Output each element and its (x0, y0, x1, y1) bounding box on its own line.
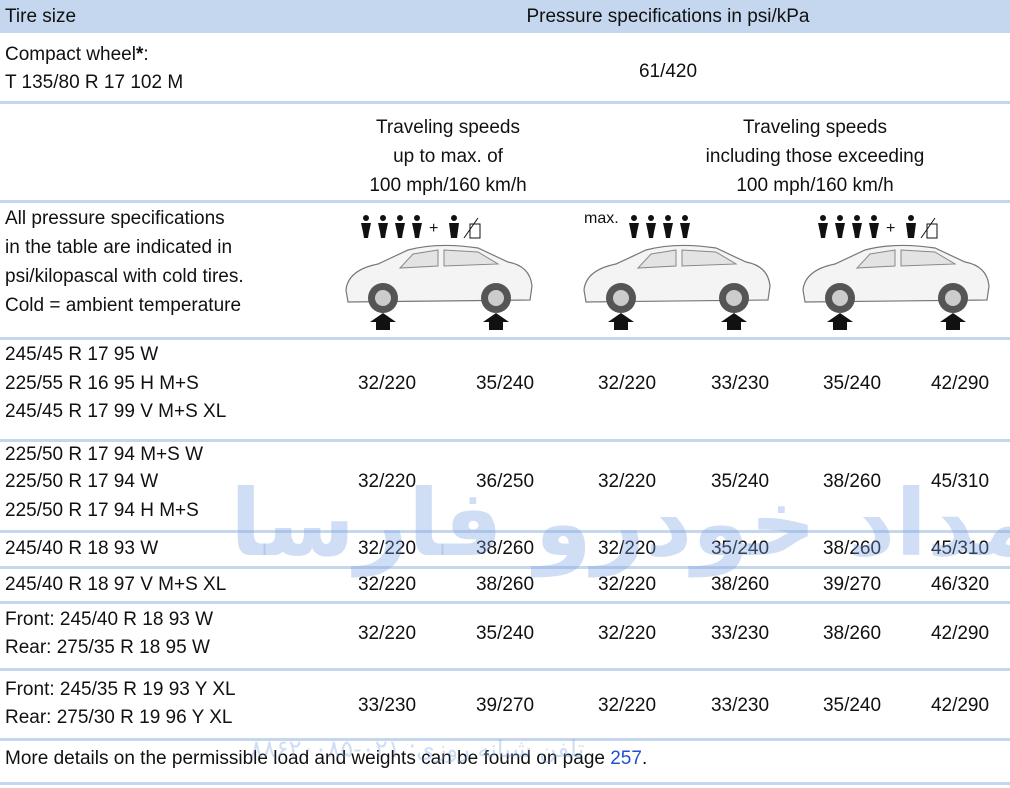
pressure-value: 33/230 (710, 695, 770, 716)
header-bar (0, 0, 1010, 33)
pressure-value: 39/270 (475, 695, 535, 716)
pressure-value: 33/230 (710, 623, 770, 644)
pressure-value: 32/220 (597, 471, 657, 492)
speed-header: Traveling speeds (743, 117, 887, 138)
pressure-value: 32/220 (597, 695, 657, 716)
note-line: in the table are indicated in (5, 237, 233, 258)
note-line: Cold = ambient temperature (5, 295, 242, 316)
pressure-value: 35/240 (710, 538, 770, 559)
tire-size: Front: 245/35 R 19 93 Y XL (5, 679, 236, 700)
pressure-value: 45/310 (930, 471, 990, 492)
pressure-value: 38/260 (475, 574, 535, 595)
compact-wheel-pressure: 61/420 (638, 61, 698, 82)
tire-size: Rear: 275/30 R 19 96 Y XL (5, 707, 233, 728)
row-rule (0, 200, 1010, 203)
pressure-value: 32/220 (357, 538, 417, 559)
footer-text: More details on the permissible load and… (5, 748, 611, 769)
note-line: psi/kilopascal with cold tires. (5, 266, 244, 287)
pressure-value: 35/240 (475, 373, 535, 394)
plus-sign: + (886, 220, 896, 237)
pressure-value: 32/220 (357, 574, 417, 595)
pressure-value: 32/220 (597, 373, 657, 394)
page-link[interactable]: 257 (610, 748, 642, 769)
tire-size: 245/45 R 17 99 V M+S XL (5, 401, 227, 422)
plus-sign: + (429, 220, 439, 237)
footer-note: More details on the permissible load and… (5, 748, 647, 770)
header-tire-size: Tire size (5, 6, 77, 27)
asterisk: * (135, 44, 144, 65)
pressure-value: 35/240 (475, 623, 535, 644)
row-rule (0, 101, 1010, 104)
note-line: All pressure specifications (5, 208, 225, 229)
tire-size: 225/50 R 17 94 M+S W (5, 444, 204, 465)
pressure-value: 33/230 (357, 695, 417, 716)
pressure-value: 36/250 (475, 471, 535, 492)
pressure-value: 38/260 (822, 623, 882, 644)
row-rule (0, 601, 1010, 604)
car-load-icon (802, 215, 990, 330)
pressure-value: 32/220 (597, 574, 657, 595)
car-load-icon (583, 215, 771, 330)
tire-size: Front: 245/40 R 18 93 W (5, 609, 214, 630)
speed-header: including those exceeding (705, 146, 925, 167)
car-load-icon (345, 215, 533, 330)
pressure-value: 32/220 (597, 623, 657, 644)
pressure-value: 35/240 (710, 471, 770, 492)
pressure-value: 45/310 (930, 538, 990, 559)
compact-wheel-size: T 135/80 R 17 102 M (5, 72, 184, 93)
speed-header: up to max. of (393, 146, 503, 167)
pressure-value: 35/240 (822, 695, 882, 716)
pressure-value: 32/220 (357, 471, 417, 492)
pressure-value: 35/240 (822, 373, 882, 394)
watermark-brand: امداد خودرو فارسا (230, 470, 1010, 577)
speed-header: Traveling speeds (376, 117, 520, 138)
tire-size: 225/55 R 16 95 H M+S (5, 373, 199, 394)
compact-wheel-name: Compact wheel (5, 44, 136, 65)
pressure-value: 32/220 (597, 538, 657, 559)
compact-wheel-label: Compact wheel*: (5, 44, 149, 66)
row-rule (0, 337, 1010, 340)
pressure-value: 32/220 (357, 373, 417, 394)
row-rule (0, 566, 1010, 569)
row-rule (0, 530, 1010, 533)
colon: : (143, 44, 149, 65)
max-label: max. (584, 210, 619, 227)
tire-size: Rear: 275/35 R 18 95 W (5, 637, 210, 658)
row-rule (0, 439, 1010, 442)
pressure-value: 42/290 (930, 373, 990, 394)
tire-size: 245/40 R 18 97 V M+S XL (5, 574, 227, 595)
pressure-value: 38/260 (710, 574, 770, 595)
tire-size: 245/45 R 17 95 W (5, 344, 159, 365)
pressure-value: 33/230 (710, 373, 770, 394)
pressure-value: 38/260 (475, 538, 535, 559)
pressure-value: 46/320 (930, 574, 990, 595)
speed-header: 100 mph/160 km/h (736, 175, 894, 196)
pressure-value: 38/260 (822, 471, 882, 492)
pressure-value: 38/260 (822, 538, 882, 559)
pressure-value: 42/290 (930, 695, 990, 716)
pressure-value: 42/290 (930, 623, 990, 644)
row-rule (0, 782, 1010, 785)
row-rule (0, 668, 1010, 671)
tire-size: 225/50 R 17 94 H M+S (5, 500, 199, 521)
tire-size: 225/50 R 17 94 W (5, 471, 159, 492)
tire-size: 245/40 R 18 93 W (5, 538, 159, 559)
speed-header: 100 mph/160 km/h (369, 175, 527, 196)
header-pressure: Pressure specifications in psi/kPa (526, 6, 810, 27)
pressure-value: 32/220 (357, 623, 417, 644)
watermark-phone: تلفن شبانه روزی: ۰۲۱-۸۸۶۲۰۰۸۵ (250, 735, 585, 763)
row-rule (0, 738, 1010, 741)
footer-end: . (641, 748, 648, 769)
pressure-value: 39/270 (822, 574, 882, 595)
